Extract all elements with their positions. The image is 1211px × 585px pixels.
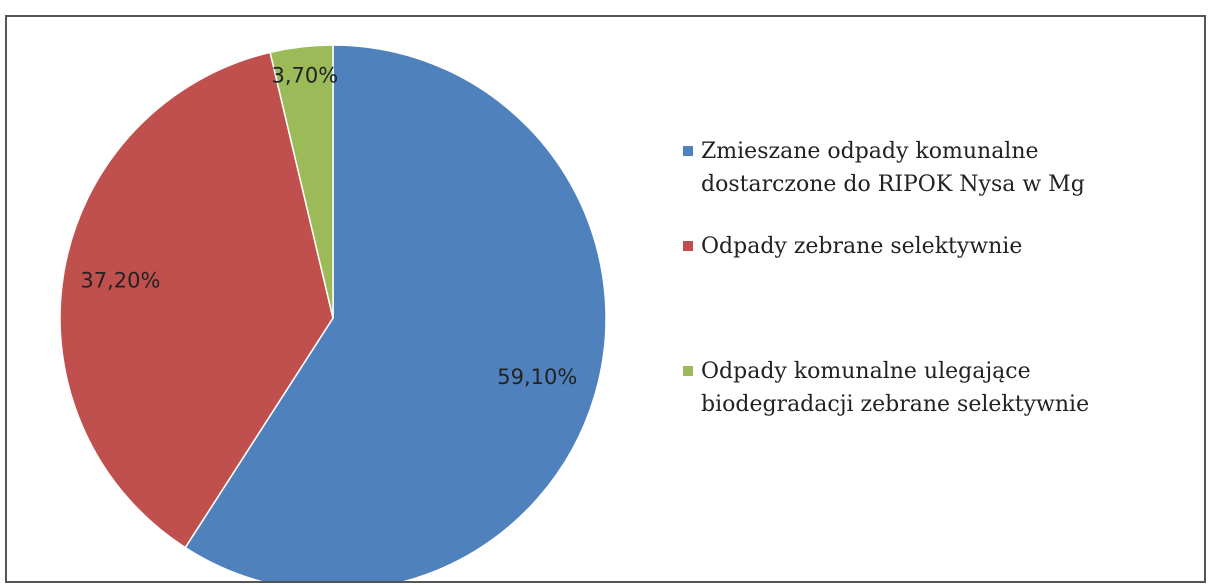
pie-slice [269,44,334,319]
data-label: 37,20% [80,269,160,293]
data-label: 3,70% [271,64,338,88]
pie-slice [59,51,334,549]
legend-entry: Zmieszane odpady komunalne dostarczone d… [683,135,1165,201]
pie-area: 59,10% 37,20% 3,70% [59,44,607,581]
legend-label: Odpady zebrane selektywnie [701,234,1023,259]
legend-swatch [683,241,693,251]
data-label: 59,10% [497,365,577,389]
legend-entry: Odpady komunalne ulegające biodegradacji… [683,355,1165,421]
legend-swatch [683,366,693,376]
legend-entry: Odpady zebrane selektywnie [683,230,1165,263]
chart: 59,10% 37,20% 3,70% Zmieszane odpady komun… [5,15,1206,583]
pie-slice [184,44,607,581]
legend-label: Odpady komunalne ulegające biodegradacji… [701,359,1090,417]
legend-swatch [683,146,693,156]
legend-label: Zmieszane odpady komunalne dostarczone d… [701,139,1085,197]
